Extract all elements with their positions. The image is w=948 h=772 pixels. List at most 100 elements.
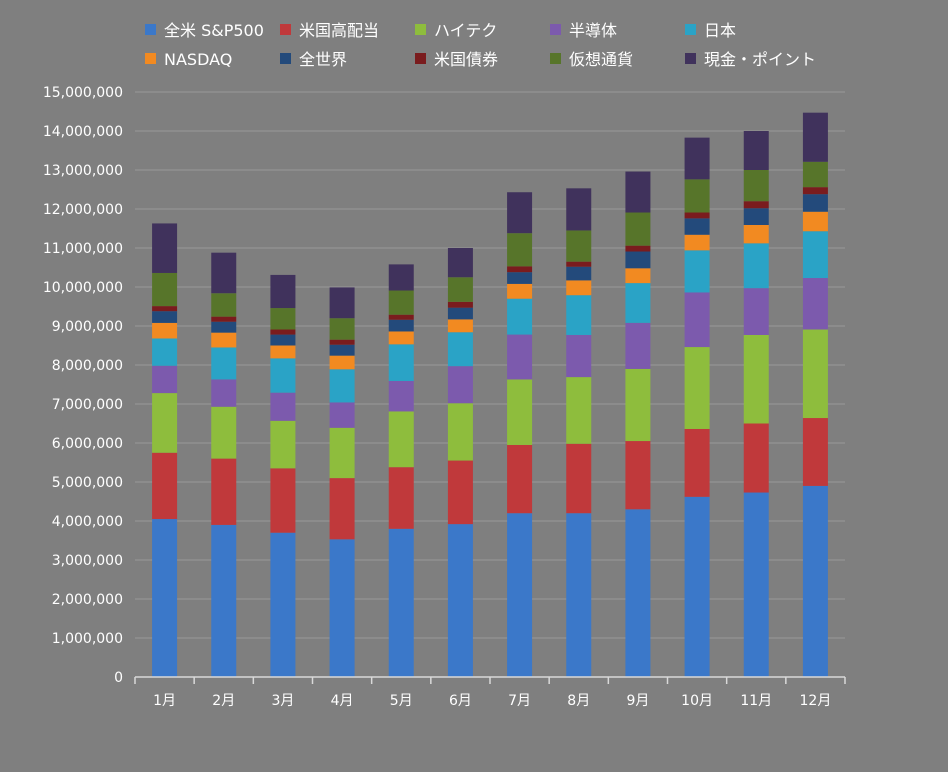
bar-stack-12: [802, 112, 828, 677]
bar-stack-4: [329, 287, 355, 677]
bar-segment-series-6: [329, 355, 355, 370]
bar-segment-series-2: [447, 460, 473, 525]
bar-stack-10: [684, 137, 710, 677]
bar-segment-series-10: [507, 192, 533, 234]
bar-segment-series-7: [802, 194, 828, 212]
axes: [134, 676, 846, 684]
bar-segment-series-8: [802, 187, 828, 195]
bar-segment-series-9: [447, 277, 473, 302]
x-tick-label: 11月: [740, 693, 772, 709]
bar-segment-series-5: [270, 358, 296, 393]
bar-segment-series-8: [388, 314, 414, 320]
legend-label: 全米 S&P500: [164, 21, 264, 40]
bar-segment-series-4: [507, 334, 533, 380]
bar-segment-series-8: [270, 329, 296, 335]
bar-segment-series-7: [270, 334, 296, 346]
x-tick-label: 1月: [153, 693, 176, 709]
x-axis-tick-labels: 1月 2月 3月 4月 5月 6月 7月 8月 9月 10月 11月 12月: [153, 693, 831, 709]
bar-segment-series-10: [270, 274, 296, 309]
bar-series-group: [152, 112, 828, 677]
legend-swatch: [145, 53, 156, 64]
x-tick-label: 4月: [331, 693, 354, 709]
legend-label: 米国債券: [434, 50, 498, 69]
legend-label: ハイテク: [434, 21, 497, 40]
bar-segment-series-4: [152, 365, 178, 394]
bar-segment-series-1: [743, 492, 769, 677]
bar-segment-series-2: [152, 452, 178, 520]
bar-segment-series-8: [625, 245, 651, 252]
bar-segment-series-5: [447, 332, 473, 367]
bar-segment-series-7: [152, 311, 178, 323]
bar-segment-series-7: [211, 321, 237, 333]
bar-stack-1: [152, 223, 178, 677]
x-tick-label: 12月: [800, 693, 832, 709]
bar-segment-series-6: [802, 211, 828, 232]
bar-segment-series-9: [388, 290, 414, 315]
bar-segment-series-10: [802, 112, 828, 162]
bar-segment-series-7: [625, 251, 651, 269]
y-tick-label: 11,000,000: [43, 241, 123, 257]
bar-segment-series-10: [211, 252, 237, 294]
bar-segment-series-6: [743, 224, 769, 244]
bar-segment-series-4: [684, 292, 710, 348]
bar-segment-series-8: [507, 266, 533, 273]
bar-segment-series-9: [684, 179, 710, 213]
bar-segment-series-3: [625, 368, 651, 442]
bar-segment-series-3: [507, 379, 533, 445]
legend-item: 半導体: [550, 21, 617, 40]
bar-segment-series-2: [802, 418, 828, 486]
bar-segment-series-5: [743, 243, 769, 289]
legend-item: 米国高配当: [280, 21, 379, 40]
y-tick-label: 12,000,000: [43, 202, 123, 218]
bar-segment-series-3: [329, 427, 355, 479]
y-tick-label: 10,000,000: [43, 280, 123, 296]
bar-segment-series-8: [566, 261, 592, 267]
y-tick-label: 2,000,000: [52, 592, 123, 608]
legend-item: 米国債券: [415, 50, 498, 69]
bar-segment-series-1: [566, 513, 592, 677]
bar-segment-series-7: [507, 272, 533, 284]
x-tick-label: 3月: [271, 693, 294, 709]
legend-swatch: [145, 24, 156, 35]
bar-segment-series-9: [152, 272, 178, 307]
bar-stack-2: [211, 252, 237, 677]
bar-segment-series-10: [625, 171, 651, 213]
legend-swatch: [415, 53, 426, 64]
bar-segment-series-7: [684, 218, 710, 235]
y-tick-label: 14,000,000: [43, 124, 123, 140]
bar-segment-series-6: [625, 268, 651, 284]
bar-segment-series-10: [447, 248, 473, 278]
bar-segment-series-8: [329, 339, 355, 345]
legend-swatch: [280, 24, 291, 35]
bar-segment-series-6: [388, 331, 414, 345]
bar-segment-series-1: [507, 513, 533, 677]
bar-segment-series-2: [507, 444, 533, 514]
legend-item: 全世界: [280, 50, 347, 69]
bar-segment-series-4: [802, 278, 828, 330]
bar-segment-series-5: [152, 338, 178, 366]
x-tick-label: 2月: [212, 693, 235, 709]
bar-segment-series-2: [625, 441, 651, 510]
bar-segment-series-9: [625, 212, 651, 246]
bar-segment-series-10: [566, 188, 592, 231]
bar-stack-5: [388, 264, 414, 677]
y-tick-label: 3,000,000: [52, 553, 123, 569]
legend-swatch: [685, 53, 696, 64]
legend-label: 半導体: [569, 21, 617, 40]
bar-segment-series-4: [743, 288, 769, 335]
bar-segment-series-1: [152, 519, 178, 677]
bar-segment-series-3: [743, 334, 769, 424]
bar-segment-series-10: [329, 287, 355, 319]
bar-segment-series-10: [743, 131, 769, 170]
bar-segment-series-2: [684, 428, 710, 497]
x-tick-label: 10月: [681, 693, 713, 709]
bar-segment-series-1: [270, 532, 296, 677]
bar-segment-series-3: [211, 406, 237, 459]
bar-segment-series-10: [388, 264, 414, 291]
bar-segment-series-4: [388, 380, 414, 412]
legend-swatch: [550, 53, 561, 64]
bar-segment-series-3: [684, 347, 710, 429]
bar-stack-7: [507, 192, 533, 677]
bar-segment-series-5: [211, 347, 237, 380]
y-tick-label: 5,000,000: [52, 475, 123, 491]
